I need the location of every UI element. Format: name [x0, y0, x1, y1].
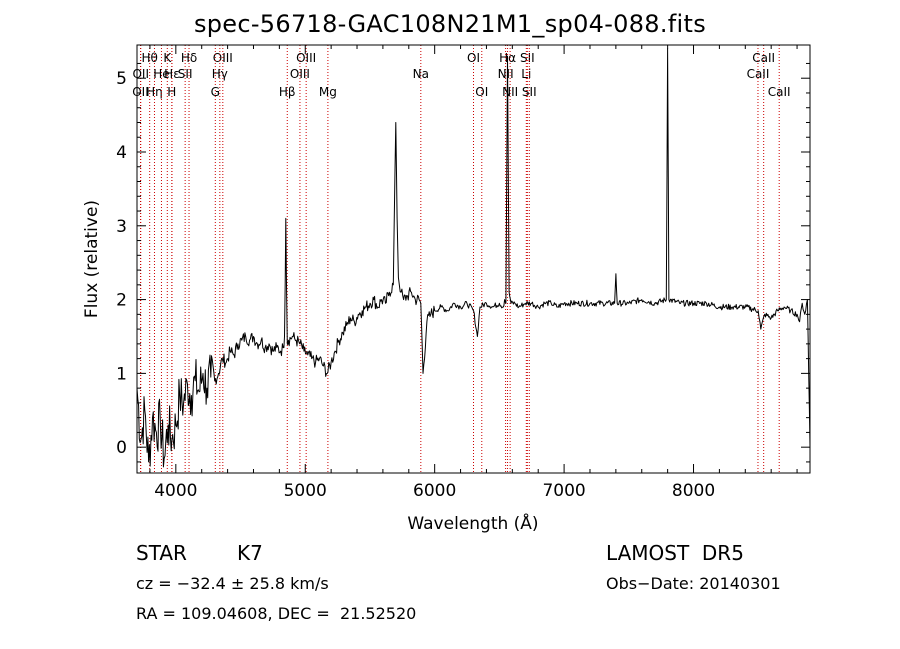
line-marker-label: CaII — [747, 67, 770, 81]
coordinates: RA = 109.04608, DEC = 21.52520 — [136, 604, 417, 623]
line-marker-label: G — [211, 85, 220, 99]
line-marker-label: Hγ — [212, 67, 228, 81]
line-marker-label: Hδ — [181, 51, 197, 65]
x-axis-label: Wavelength (Å) — [407, 512, 538, 534]
line-marker-label: NII — [502, 85, 518, 99]
line-marker-label: CaII — [752, 51, 775, 65]
y-tick-label-0: 0 — [116, 438, 127, 458]
line-marker-label: Hη — [146, 85, 163, 99]
flux-series — [136, 48, 811, 468]
line-marker-label: OIII — [290, 67, 310, 81]
y-tick-label-1: 1 — [116, 364, 127, 384]
line-marker-label: Hβ — [279, 85, 296, 99]
line-marker-label: OIII — [213, 51, 233, 65]
redshift-velocity: cz = −32.4 ± 25.8 km/s — [136, 574, 329, 593]
x-tick-label-2: 6000 — [413, 481, 456, 501]
line-marker-label: NII — [498, 67, 514, 81]
y-tick-label-5: 5 — [116, 69, 127, 89]
survey-name: LAMOST DR5 — [606, 541, 744, 565]
line-marker-label: SII — [522, 85, 537, 99]
line-marker-label: H — [167, 85, 176, 99]
line-marker-label: SII — [178, 67, 193, 81]
object-subclass: K7 — [237, 541, 263, 565]
line-marker-label: OII — [132, 67, 149, 81]
line-marker-label: OIII — [296, 51, 316, 65]
line-marker-label: Hε — [164, 67, 180, 81]
line-marker-label: Mg — [319, 85, 337, 99]
line-marker-label: K — [163, 51, 172, 65]
x-tick-label-3: 7000 — [542, 481, 585, 501]
line-marker-label: Li — [521, 67, 531, 81]
x-tick-label-4: 8000 — [672, 481, 715, 501]
chart-title: spec-56718-GAC108N21M1_sp04-088.fits — [193, 10, 707, 38]
line-marker-label: He — [153, 67, 169, 81]
line-marker-label: OII — [132, 85, 149, 99]
x-tick-label-0: 4000 — [154, 481, 197, 501]
y-tick-label-3: 3 — [116, 217, 127, 237]
line-marker-label: SII — [520, 51, 535, 65]
plot-frame — [136, 44, 811, 474]
line-marker-label: OI — [475, 85, 488, 99]
y-axis-ticks: 0 1 2 3 4 5 — [116, 62, 810, 463]
y-tick-label-4: 4 — [116, 143, 127, 163]
y-tick-label-2: 2 — [116, 291, 127, 311]
line-marker-label: Na — [413, 67, 429, 81]
object-class: STAR — [136, 541, 187, 565]
flux-line — [136, 48, 811, 468]
observation-date: Obs−Date: 20140301 — [606, 574, 781, 593]
line-marker-label: OI — [467, 51, 480, 65]
line-marker-label: CaII — [768, 85, 791, 99]
y-axis-label: Flux (relative) — [82, 200, 102, 318]
x-axis-ticks: 4000 5000 6000 7000 8000 — [149, 45, 798, 501]
line-marker-label: Hθ — [141, 51, 157, 65]
x-tick-label-1: 5000 — [284, 481, 327, 501]
